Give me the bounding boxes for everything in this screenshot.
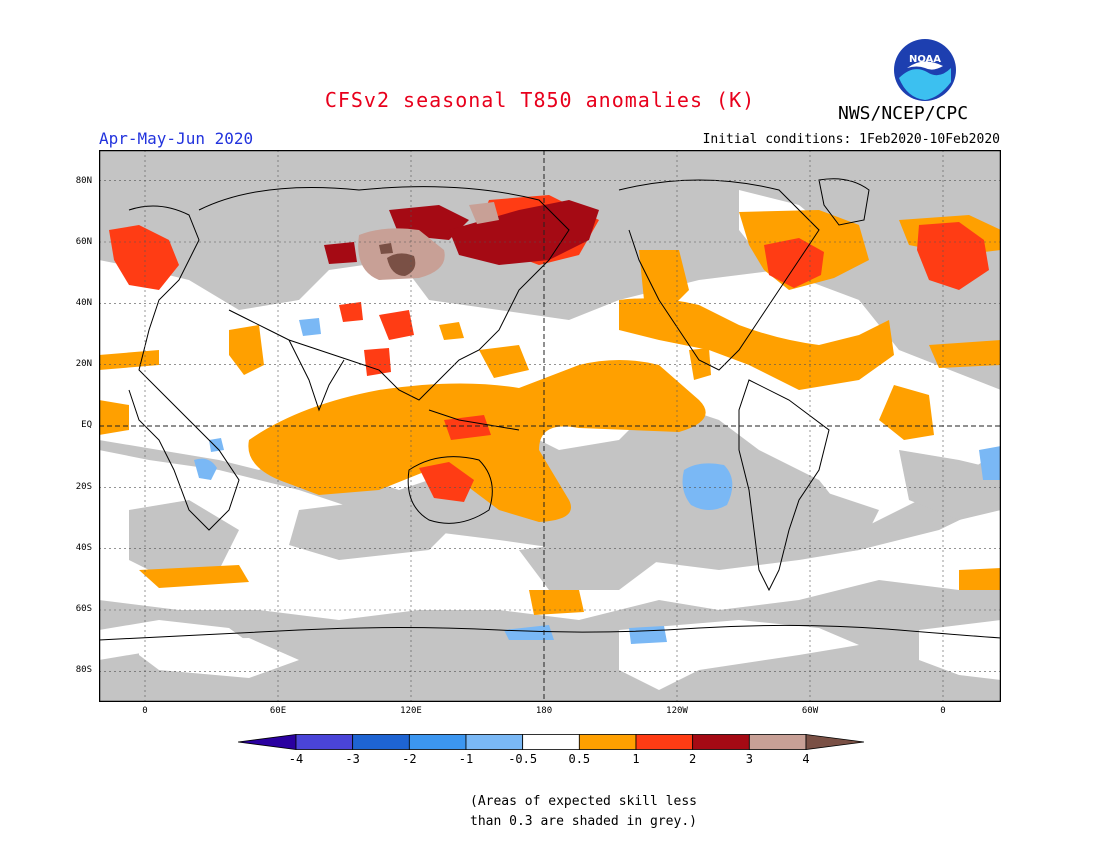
footnote-line-2: than 0.3 are shaded in grey.) [470, 814, 697, 829]
footnote-line-1: (Areas of expected skill less [470, 794, 697, 809]
initial-conditions-label: Initial conditions: 1Feb2020-10Feb2020 [702, 132, 1000, 147]
lat-label-60s: 60S [75, 604, 92, 614]
colorbar-tick-label: 4 [802, 752, 810, 766]
organization-label: NWS/NCEP/CPC [838, 103, 969, 124]
colorbar-segment-7 [635, 734, 694, 750]
lat-label-20s: 20S [75, 482, 92, 492]
noaa-logo: NOAA [893, 38, 957, 102]
lon-label-60w: 60W [801, 706, 819, 716]
anomaly-light-blue [194, 318, 1001, 644]
lat-label-eq: EQ [81, 420, 92, 430]
colorbar-tick-label: -4 [288, 752, 304, 766]
chart-title: CFSv2 seasonal T850 anomalies (K) [324, 88, 756, 112]
anomaly-brown [379, 243, 416, 276]
lon-label-120w: 120W [666, 706, 688, 716]
colorbar-tick-label: -0.5 [508, 752, 538, 766]
lat-label-40s: 40S [75, 543, 92, 553]
lon-label-180: 180 [535, 706, 553, 716]
logo-text: NOAA [909, 54, 941, 65]
colorbar-segment-2 [352, 734, 410, 750]
colorbar-segment-9 [748, 734, 807, 750]
period-label: Apr-May-Jun 2020 [99, 129, 254, 148]
colorbar-tick-label: 3 [745, 752, 753, 766]
graticule [99, 150, 1001, 702]
coastlines [99, 178, 1001, 641]
colorbar-tick-label: 1 [632, 752, 640, 766]
map-frame [99, 150, 1001, 702]
lat-label-60n: 60N [75, 237, 92, 247]
colorbar-segment-min [238, 734, 297, 750]
lat-label-20n: 20N [75, 359, 92, 369]
colorbar-segment-3 [408, 734, 467, 750]
lat-label-80s: 80S [75, 665, 92, 675]
colorbar-tick-label: 2 [689, 752, 697, 766]
colorbar-segment-8 [692, 734, 750, 750]
lat-label-80n: 80N [75, 176, 92, 186]
lon-label-0-east: 0 [940, 706, 946, 716]
colorbar-tick-label: -3 [345, 752, 360, 766]
lon-label-120e: 120E [400, 706, 422, 716]
colorbar-tick-label: -1 [458, 752, 474, 766]
colorbar-segment-4 [465, 734, 524, 750]
lon-label-0: 0 [142, 706, 148, 716]
colorbar-segment-5 [522, 734, 580, 750]
colorbar-segment-max [805, 734, 864, 750]
colorbar-tick-label: -2 [402, 752, 417, 766]
colorbar-tick-label: 0.5 [568, 752, 591, 766]
lat-label-40n: 40N [75, 298, 92, 308]
colorbar [238, 734, 864, 750]
colorbar-segment-6 [578, 734, 637, 750]
footnote: (Areas of expected skill less than 0.3 a… [470, 792, 730, 832]
lon-label-60e: 60E [269, 706, 287, 716]
anomaly-map [99, 150, 1001, 702]
colorbar-segment-1 [295, 734, 354, 750]
